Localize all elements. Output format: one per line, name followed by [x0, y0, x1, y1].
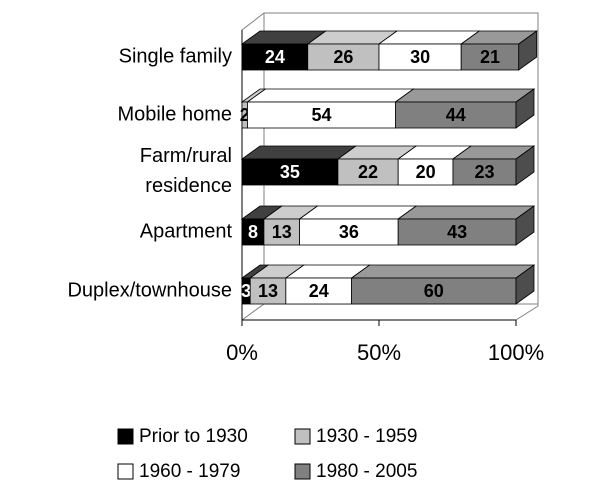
data-label: 54	[311, 105, 331, 125]
bar	[337, 158, 399, 186]
legend-swatch	[117, 463, 134, 480]
category-label: Apartment	[140, 220, 233, 242]
data-label: 13	[258, 281, 278, 301]
legend-label: 1930 - 1959	[316, 426, 417, 447]
legend-swatch	[294, 428, 311, 445]
bar-top	[394, 88, 536, 103]
data-label: 3	[241, 281, 251, 301]
bar	[307, 43, 380, 71]
bar	[397, 158, 454, 186]
data-label: 13	[272, 222, 292, 242]
legend-label: 1980 - 2005	[316, 461, 417, 482]
bar-top	[350, 264, 536, 279]
legend-swatch	[117, 428, 134, 445]
data-label: 8	[248, 222, 258, 242]
data-label: 60	[424, 281, 444, 301]
bar-side	[515, 145, 535, 186]
bar-side	[518, 30, 538, 71]
bar	[452, 158, 517, 186]
data-label: 21	[480, 47, 500, 67]
data-label: 24	[265, 47, 285, 67]
bar	[285, 277, 352, 305]
bar	[397, 218, 517, 246]
bar	[241, 43, 309, 71]
bar	[249, 277, 287, 305]
bar-side	[515, 264, 535, 305]
data-label: 44	[446, 105, 466, 125]
bar-top	[246, 88, 415, 103]
bar	[378, 43, 462, 71]
data-label: 22	[358, 162, 378, 182]
bar	[460, 43, 520, 71]
bar	[247, 101, 396, 129]
category-label: Farm/rural residence	[140, 145, 232, 197]
data-label: 36	[339, 222, 359, 242]
data-label: 20	[416, 162, 436, 182]
legend-swatch	[294, 463, 311, 480]
data-label: 2	[240, 105, 250, 125]
data-label: 23	[474, 162, 494, 182]
bar	[351, 277, 517, 305]
bar-top	[396, 205, 536, 220]
data-label: 43	[447, 222, 467, 242]
x-tick-label: 0%	[226, 340, 258, 365]
legend-label: 1960 - 1979	[139, 461, 240, 482]
data-label: 26	[333, 47, 353, 67]
data-label: 30	[410, 47, 430, 67]
floor-edge	[241, 303, 538, 321]
bar	[299, 218, 399, 246]
category-label: Duplex/townhouse	[67, 279, 232, 301]
legend-label: Prior to 1930	[139, 426, 248, 447]
x-tick-label: 100%	[488, 340, 544, 365]
category-label: Single family	[119, 45, 232, 67]
bar-side	[515, 205, 535, 246]
bar	[263, 218, 300, 246]
x-tick-label: 50%	[357, 340, 401, 365]
bar-top	[240, 145, 358, 160]
category-label: Mobile home	[117, 103, 232, 125]
data-label: 35	[280, 162, 300, 182]
bar-side	[515, 88, 535, 129]
bar-top	[298, 205, 418, 220]
data-label: 24	[309, 281, 329, 301]
